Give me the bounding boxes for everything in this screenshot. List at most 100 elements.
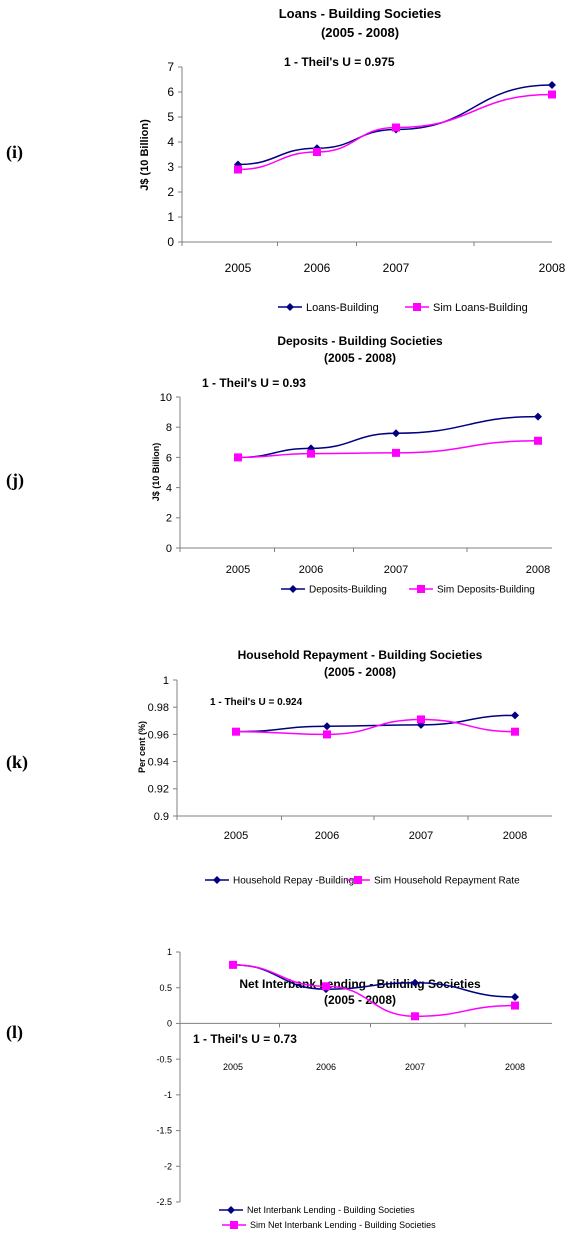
y-tick-label: 4 — [167, 135, 174, 149]
panel-label-k: (k) — [6, 752, 28, 772]
y-tick-label: 0 — [167, 1019, 172, 1029]
y-tick-label: 1 — [167, 210, 174, 224]
series-2-point — [323, 730, 331, 739]
x-tick-label: 2006 — [299, 564, 323, 576]
y-tick-label: -1 — [164, 1090, 172, 1100]
legend-label-2: Sim Deposits-Building — [437, 585, 535, 596]
legend-marker-2 — [413, 303, 421, 311]
theils-u-annotation: 1 - Theil's U = 0.975 — [284, 55, 395, 69]
chart-title: Net Interbank Lending - Building Societi… — [239, 977, 481, 991]
y-tick-label: -0.5 — [156, 1054, 172, 1064]
x-tick-label: 2008 — [526, 564, 550, 576]
chart-4: Net Interbank Lending - Building Societi… — [156, 947, 552, 1230]
x-tick-label: 2008 — [505, 1062, 525, 1072]
series-line-1 — [235, 714, 516, 733]
series-2-point — [511, 1001, 519, 1010]
series-2-point — [392, 123, 400, 132]
y-tick-label: 4 — [166, 482, 172, 494]
series-2-point — [511, 727, 519, 736]
y-tick-label: 8 — [166, 422, 172, 434]
x-tick-label: 2007 — [383, 261, 410, 275]
series-2-point — [229, 960, 237, 969]
panel-label-j: (j) — [6, 470, 24, 490]
series-1-point — [511, 711, 519, 720]
y-tick-label: 0.98 — [148, 702, 169, 714]
legend-marker-2 — [417, 585, 425, 593]
series-1-point — [411, 978, 419, 987]
y-axis-label: Per cent (%) — [137, 721, 147, 773]
series-2-point — [313, 148, 321, 156]
legend-label-1: Deposits-Building — [309, 585, 387, 596]
y-axis-label: J$ (10 Billion) — [151, 443, 161, 502]
series-1-point — [392, 429, 400, 438]
x-tick-label: 2008 — [539, 261, 566, 275]
chart-title: Household Repayment - Building Societies — [238, 648, 483, 662]
y-tick-label: 1 — [167, 947, 172, 957]
series-2-point — [548, 90, 556, 99]
legend-marker-1 — [213, 876, 221, 884]
series-2-point — [534, 436, 542, 445]
y-tick-label: 5 — [167, 110, 174, 124]
y-tick-label: 0 — [166, 543, 172, 555]
series-line-2 — [237, 93, 553, 171]
y-tick-label: 0.5 — [159, 983, 172, 993]
series-line-2 — [235, 718, 516, 736]
legend-label-2: Sim Loans-Building — [433, 302, 528, 314]
y-tick-label: -2.5 — [156, 1197, 172, 1207]
series-line-2 — [237, 440, 539, 459]
y-tick-label: 0.94 — [148, 756, 169, 768]
y-tick-label: 7 — [167, 60, 174, 74]
legend-marker-1 — [227, 1206, 235, 1214]
x-tick-label: 2006 — [315, 830, 339, 842]
series-line-1 — [237, 84, 553, 166]
series-2-point — [417, 715, 425, 724]
legend-marker-1 — [286, 303, 294, 311]
legend-label-1: Household Repay -Building — [233, 876, 354, 887]
theils-u-annotation: 1 - Theil's U = 0.73 — [193, 1032, 297, 1046]
y-tick-label: 6 — [166, 452, 172, 464]
series-2-point — [234, 165, 242, 174]
series-1-point — [323, 722, 331, 731]
x-tick-label: 2007 — [384, 564, 408, 576]
y-tick-label: -2 — [164, 1161, 172, 1171]
chart-subtitle: (2005 - 2008) — [324, 665, 396, 679]
chart-subtitle: (2005 - 2008) — [324, 993, 396, 1007]
series-2-point — [307, 449, 315, 458]
legend-label-1: Net Interbank Lending - Building Societi… — [247, 1205, 415, 1215]
legend-marker-2 — [230, 1221, 238, 1229]
y-tick-label: 6 — [167, 85, 174, 99]
x-tick-label: 2005 — [226, 564, 250, 576]
x-tick-label: 2006 — [304, 261, 331, 275]
series-line-1 — [232, 964, 516, 998]
legend-label-2: Sim Net Interbank Lending - Building Soc… — [250, 1220, 436, 1230]
chart-3: Household Repayment - Building Societies… — [137, 648, 552, 887]
chart-title: Deposits - Building Societies — [277, 334, 443, 348]
x-tick-label: 2007 — [409, 830, 433, 842]
y-tick-label: 0.92 — [148, 784, 169, 796]
chart-1: Loans - Building Societies (2005 - 2008) 1… — [139, 6, 566, 314]
chart-subtitle: (2005 - 2008) — [321, 25, 399, 40]
y-tick-label: -1.5 — [156, 1126, 172, 1136]
y-tick-label: 10 — [160, 392, 172, 404]
x-tick-label: 2005 — [225, 261, 252, 275]
legend-marker-2 — [354, 876, 362, 884]
x-tick-label: 2006 — [316, 1062, 336, 1072]
panel-label-l: (l) — [6, 1022, 23, 1042]
x-tick-label: 2005 — [224, 830, 248, 842]
theils-u-annotation: 1 - Theil's U = 0.93 — [202, 376, 306, 390]
series-1-point — [548, 81, 556, 89]
series-2-point — [411, 1012, 419, 1021]
series-line-1 — [237, 415, 539, 459]
y-axis-label: J$ (10 Billion) — [139, 119, 151, 191]
chart-title: Loans - Building Societies — [279, 6, 442, 21]
legend-marker-1 — [289, 585, 297, 593]
series-line-2 — [232, 964, 516, 1018]
series-2-point — [322, 982, 330, 991]
y-tick-label: 0.96 — [148, 729, 169, 741]
series-1-point — [511, 993, 519, 1001]
x-tick-label: 2007 — [405, 1062, 425, 1072]
chart-subtitle: (2005 - 2008) — [324, 351, 396, 365]
chart-2: Deposits - Building Societies (2005 - 200… — [151, 334, 552, 596]
y-tick-label: 0 — [167, 235, 174, 249]
